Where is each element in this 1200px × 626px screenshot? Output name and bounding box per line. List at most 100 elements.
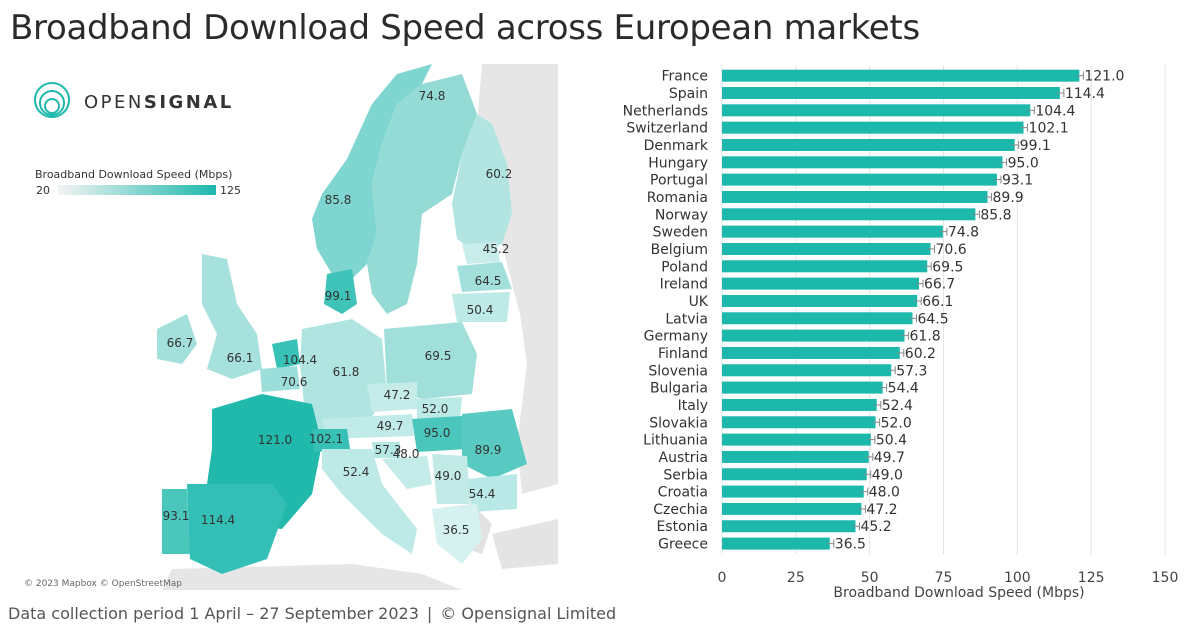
category-label: Slovakia [649, 415, 708, 431]
footer-copyright: © Opensignal Limited [440, 604, 617, 623]
page-title: Broadband Download Speed across European… [10, 8, 920, 48]
map-label-greece: 36.5 [443, 523, 470, 537]
x-tick-label: 100 [1004, 570, 1031, 586]
bar-slovakia [722, 416, 876, 429]
legend-gradient [58, 185, 216, 195]
country-serbia [432, 454, 470, 504]
category-label: UK [689, 294, 709, 310]
value-label: 49.7 [874, 450, 905, 466]
country-greece [432, 504, 482, 564]
country-switzerland [312, 429, 350, 452]
chart-x-axis-title: Broadband Download Speed (Mbps) [833, 585, 1084, 601]
category-label: Denmark [644, 138, 709, 154]
svg-text:OPENSIGNAL: OPENSIGNAL [84, 92, 234, 113]
map-label-switzerland: 102.1 [309, 432, 343, 446]
map-label-finland: 60.2 [486, 167, 513, 181]
category-label: Serbia [663, 467, 708, 483]
category-label: Hungary [648, 155, 708, 171]
category-label: Romania [647, 190, 708, 206]
country-bulgaria [467, 474, 517, 512]
bar-bulgaria [722, 381, 883, 394]
country-uk [202, 254, 262, 379]
country-sweden [367, 74, 477, 314]
value-label: 102.1 [1029, 121, 1069, 137]
x-tick-label: 75 [935, 570, 953, 586]
country-poland [384, 322, 477, 399]
bar-latvia [722, 312, 913, 325]
map-label-serbia: 49.0 [435, 469, 462, 483]
bar-italy [722, 398, 877, 411]
bar-poland [722, 260, 928, 273]
bar-finland [722, 346, 900, 359]
category-label: Portugal [650, 173, 708, 189]
map-label-portugal: 93.1 [163, 509, 190, 523]
bar-croatia [722, 485, 864, 498]
country-ireland [157, 314, 197, 364]
country-slovenia [372, 442, 400, 458]
bar-romania [722, 190, 988, 203]
bar-greece [722, 537, 830, 550]
map-label-netherlands: 104.4 [283, 353, 317, 367]
country-lithuania [452, 292, 510, 322]
value-label: 93.1 [1002, 173, 1033, 189]
country-belgium [260, 366, 300, 392]
category-label: Netherlands [623, 103, 708, 119]
x-tick-label: 125 [1078, 570, 1105, 586]
logo-text-light: OPEN [84, 92, 144, 113]
value-label: 99.1 [1020, 138, 1051, 154]
value-label: 52.0 [881, 415, 912, 431]
bar-czechia [722, 502, 862, 515]
x-tick-label: 0 [718, 570, 727, 586]
bar-france [722, 69, 1080, 82]
bar-norway [722, 208, 976, 221]
country-estonia [462, 242, 500, 264]
legend-title: Broadband Download Speed (Mbps) [35, 168, 232, 181]
country-croatia [382, 456, 432, 489]
value-label: 45.2 [860, 519, 891, 535]
category-label: Slovenia [648, 363, 708, 379]
country-hungary [412, 416, 467, 452]
map-label-croatia: 48.0 [393, 447, 420, 461]
x-tick-label: 150 [1152, 570, 1179, 586]
category-label: Estonia [656, 519, 708, 535]
category-label: Austria [659, 450, 708, 466]
country-denmark [324, 269, 357, 314]
map-label-denmark: 99.1 [325, 289, 352, 303]
bar-chart: France Spain Netherlands Switzerland Denmark… [600, 60, 1200, 610]
value-label: 61.8 [910, 329, 941, 345]
bar-ireland [722, 277, 919, 290]
country-romania [462, 409, 527, 479]
map-label-italy: 52.4 [343, 465, 370, 479]
bar-lithuania [722, 433, 871, 446]
value-label: 104.4 [1035, 103, 1075, 119]
map-attribution: © 2023 Mapbox © OpenStreetMap [24, 579, 182, 589]
legend-max: 125 [220, 184, 241, 197]
bar-sweden [722, 225, 943, 238]
category-label: Czechia [653, 502, 708, 518]
map-countries [157, 64, 527, 574]
map-label-bulgaria: 54.4 [469, 487, 496, 501]
value-label: 52.4 [882, 398, 913, 414]
category-label: Latvia [665, 311, 708, 327]
map-label-belgium: 70.6 [281, 375, 308, 389]
legend-min: 20 [36, 184, 50, 197]
x-tick-label: 25 [787, 570, 805, 586]
category-label: France [661, 69, 708, 85]
country-slovakia [417, 397, 462, 419]
country-portugal [162, 489, 190, 554]
bar-slovenia [722, 364, 892, 377]
opensignal-logo: OPENSIGNAL [34, 82, 234, 118]
europe-map: 85.8 74.8 60.2 45.2 64.5 50.4 99.1 66.7 66.1 104.… [22, 64, 558, 590]
bar-portugal [722, 173, 997, 186]
country-germany [300, 319, 387, 434]
x-tick-label: 50 [861, 570, 879, 586]
category-label: Poland [661, 259, 708, 275]
chart-bars [722, 69, 1084, 550]
value-label: 85.8 [980, 207, 1011, 223]
chart-x-ticks: 0 25 50 75 100 125 150 [718, 570, 1179, 586]
bar-switzerland [722, 121, 1024, 134]
category-label: Norway [655, 207, 708, 223]
country-italy [322, 449, 417, 554]
map-label-ireland: 66.7 [167, 336, 194, 350]
